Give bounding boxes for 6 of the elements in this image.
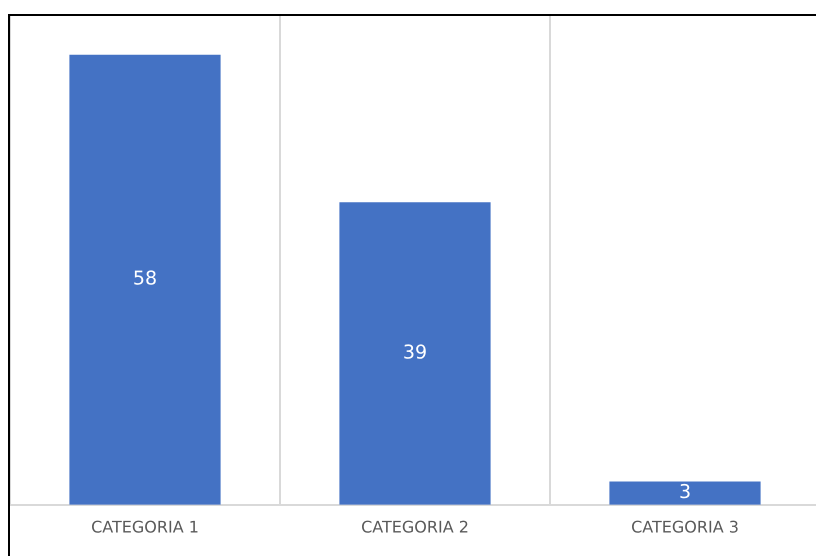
x-tick-label: CATEGORIA 1 bbox=[91, 518, 199, 537]
x-tick-label: CATEGORIA 2 bbox=[361, 518, 469, 537]
data-label: 58 bbox=[132, 268, 158, 290]
data-label: 39 bbox=[402, 341, 428, 364]
data-label: 3 bbox=[678, 481, 692, 504]
x-tick-label: CATEGORIA 3 bbox=[631, 518, 739, 537]
